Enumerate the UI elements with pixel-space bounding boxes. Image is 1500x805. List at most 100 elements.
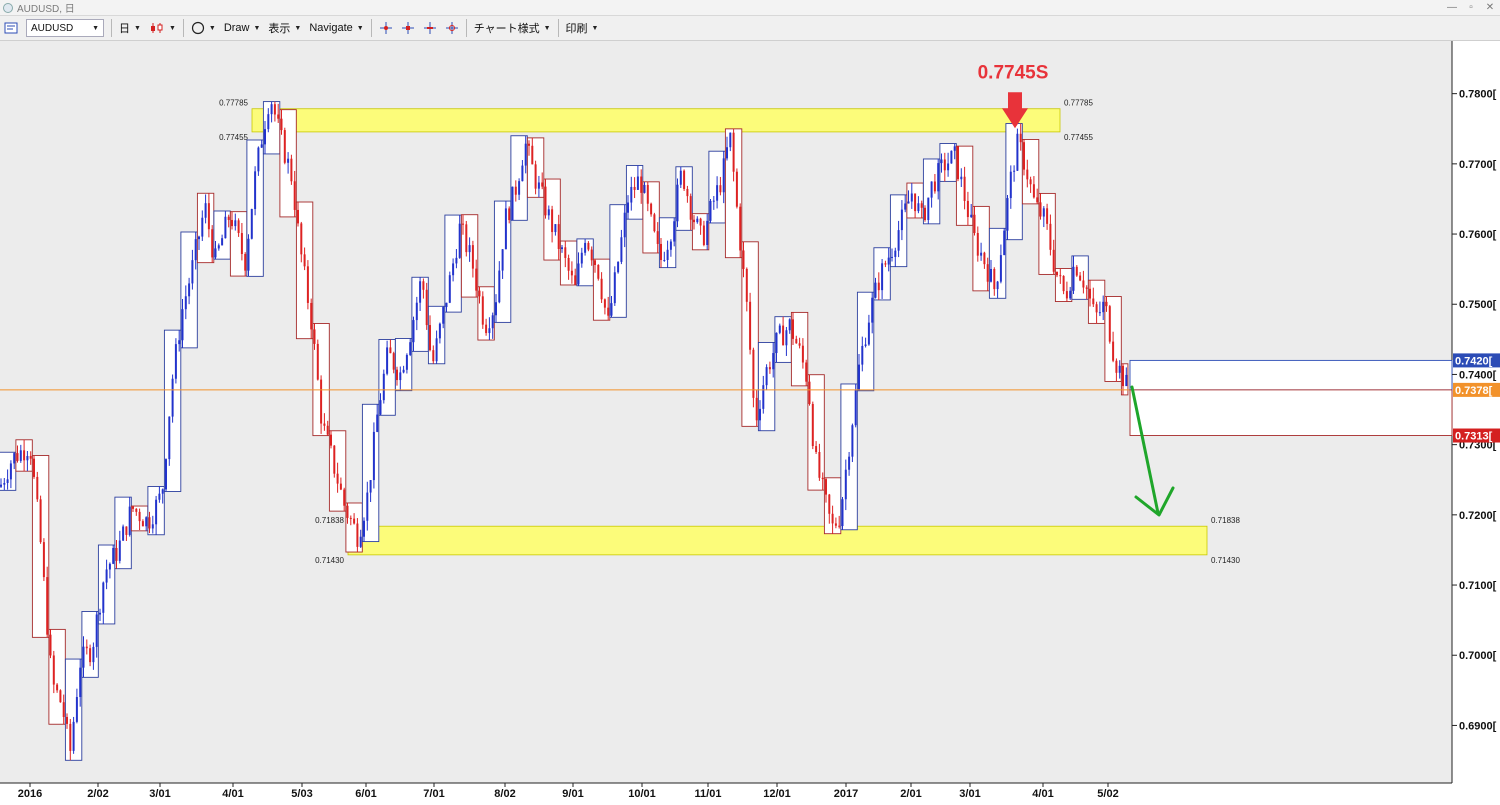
candle-body (425, 289, 428, 326)
candle-body (293, 181, 296, 210)
print-menu[interactable]: 印刷 ▼ (562, 18, 603, 39)
candle-body (1006, 198, 1009, 231)
crosshair-button[interactable] (375, 18, 397, 39)
candle-body (828, 494, 831, 514)
candle-body (759, 408, 761, 421)
close-icon[interactable]: ✕ (1485, 2, 1495, 13)
chart-area[interactable]: 0.77785 0.77455 0.77785 0.77455 0.71838 0.714… (0, 41, 1500, 800)
candle-body (683, 170, 686, 189)
circle-tool-button[interactable]: ▼ (187, 18, 220, 39)
candle-body (1019, 133, 1022, 143)
candle-body (957, 146, 959, 180)
candle-body (907, 201, 910, 204)
crosshair-icon (379, 22, 392, 34)
candle-body (462, 223, 464, 225)
price-axis-background (1452, 41, 1500, 800)
candle-body (270, 104, 273, 115)
candle-body (785, 330, 788, 346)
candle-body (231, 219, 233, 227)
candle-body (749, 301, 752, 350)
candle-body (118, 540, 121, 561)
price-tag-label: 0.7378[ (1455, 385, 1493, 397)
candle-body (382, 373, 385, 401)
timeframe-selector[interactable]: 日 ▼ (115, 18, 145, 39)
candle-body (343, 489, 346, 506)
candle-body (300, 223, 303, 255)
view-menu[interactable]: 表示 ▼ (264, 18, 305, 39)
candle-body (353, 518, 356, 524)
candle-body (481, 296, 484, 325)
zoom-out-button[interactable] (419, 18, 441, 39)
candle-body (788, 319, 791, 331)
maximize-icon[interactable]: ▫ (1469, 2, 1473, 13)
candle-body (310, 302, 313, 330)
candle-body (762, 385, 765, 409)
candle-body (587, 242, 590, 250)
zoom-out-icon (423, 22, 436, 34)
candle-body (46, 577, 49, 635)
candle-body (884, 263, 887, 265)
candle-body (798, 343, 801, 346)
candle-body (795, 338, 798, 344)
chevron-down-icon: ▼ (591, 24, 599, 32)
candle-body (376, 414, 379, 432)
x-tick-label: 5/02 (1097, 788, 1118, 800)
window-title: AUDUSD, 日 (17, 4, 75, 15)
candle-body (676, 184, 679, 222)
zone-top-label-right: 0.71838 (1211, 516, 1240, 525)
symbol-selector[interactable]: AUDUSD ▼ (26, 19, 104, 37)
candle-body (23, 450, 26, 461)
candle-style-button[interactable]: ▼ (145, 18, 180, 39)
y-tick-label: 0.7100[ (1459, 580, 1497, 592)
x-tick-label: 10/01 (628, 788, 656, 800)
candle-body (491, 315, 494, 329)
candle-body (366, 492, 369, 521)
candle-body (937, 163, 940, 192)
scroll-icon (445, 22, 458, 34)
candle-body (132, 506, 134, 509)
x-tick-label: 2017 (834, 788, 858, 800)
candle-body (719, 185, 722, 193)
candle-body (950, 150, 953, 164)
navigate-menu[interactable]: Navigate ▼ (305, 18, 367, 39)
candle-body (976, 232, 979, 256)
candle-body (735, 171, 738, 207)
candle-body (204, 203, 207, 218)
candle-body (1125, 374, 1128, 387)
candle-body (435, 338, 438, 362)
draw-menu[interactable]: Draw ▼ (220, 18, 265, 39)
candle-body (161, 489, 164, 494)
chart-menu-icon[interactable] (0, 18, 22, 39)
candle-body (49, 634, 52, 656)
candle-body (214, 248, 217, 258)
candle-body (9, 463, 12, 480)
candle-body (432, 350, 435, 362)
candle-body (752, 349, 755, 398)
candle-body (306, 266, 309, 303)
price-chart[interactable]: 0.77785 0.77455 0.77785 0.77455 0.71838 0.714… (0, 41, 1500, 800)
candle-body (531, 145, 534, 165)
zoom-in-button[interactable] (397, 18, 419, 39)
candle-body (260, 144, 263, 148)
candle-body (224, 216, 227, 239)
scroll-button[interactable] (441, 18, 463, 39)
candle-body (290, 158, 293, 182)
candle-body (887, 257, 890, 265)
candle-body (768, 367, 771, 370)
candle-body (287, 158, 290, 163)
candle-body (359, 536, 362, 547)
down-arrow-icon (1002, 92, 1028, 129)
toolbar-divider (465, 19, 467, 37)
candle-body (1003, 230, 1006, 256)
candle-body (953, 146, 956, 151)
candle-body (679, 170, 682, 185)
candle-body (326, 425, 329, 435)
candle-body (729, 132, 732, 148)
candle-body (838, 525, 841, 527)
candle-body (986, 264, 989, 282)
minimize-icon[interactable]: — (1447, 2, 1457, 13)
candle-body (963, 176, 966, 201)
candle-body (128, 506, 131, 535)
chart-style-menu[interactable]: チャート様式 ▼ (470, 18, 555, 39)
x-tick-label: 2016 (18, 788, 42, 800)
